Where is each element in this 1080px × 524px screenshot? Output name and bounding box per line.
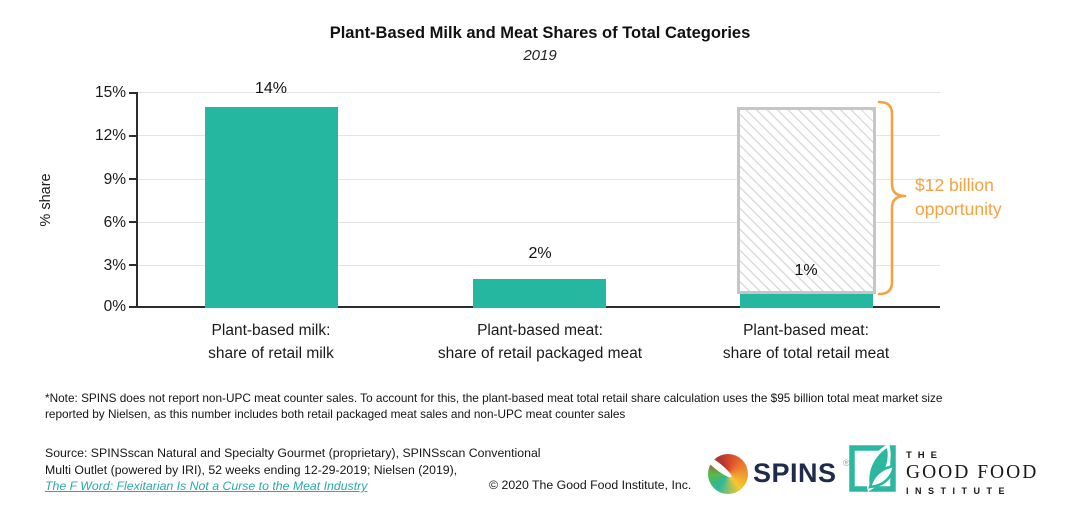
gridline-9 — [138, 179, 940, 180]
y-tick-label: 15% — [94, 84, 126, 101]
y-tick-label: 12% — [94, 127, 126, 144]
x-category-label-total-meat: Plant-based meat: share of total retail … — [641, 320, 971, 365]
bar-value-label: 1% — [794, 262, 818, 279]
spins-logo-text: SPINS — [753, 458, 837, 488]
footnote-line2: reported by Nielsen, as this number incl… — [45, 406, 626, 421]
y-tick-label: 3% — [103, 257, 126, 274]
y-tick-mark — [129, 221, 138, 223]
footnote-line1: *Note: SPINS does not report non-UPC mea… — [45, 391, 943, 405]
category-line: share of retail milk — [208, 344, 334, 362]
gfi-institute: INSTITUTE — [906, 486, 1011, 496]
y-tick-mark — [129, 264, 138, 266]
y-tick-label: 9% — [103, 171, 126, 188]
gridline-12 — [138, 135, 940, 136]
chart-subtitle: 2019 — [523, 47, 557, 64]
gfi-logo-text: THE GOOD FOOD INSTITUTE — [906, 450, 1038, 496]
gfi-good-food: GOOD FOOD — [906, 462, 1039, 483]
spins-globe-icon — [708, 454, 748, 494]
bar-plant-based-milk — [205, 107, 338, 308]
y-tick-label: 0% — [103, 298, 126, 315]
source-link[interactable]: The F Word: Flexitarian Is Not a Curse t… — [45, 479, 368, 493]
y-tick-label: 6% — [103, 214, 126, 231]
source-line1: Source: SPINSscan Natural and Specialty … — [45, 446, 541, 460]
y-tick-mark — [129, 92, 138, 94]
y-tick-mark — [129, 135, 138, 137]
registered-trademark-icon: ® — [843, 458, 850, 468]
opportunity-annotation: $12 billion opportunity — [915, 173, 1002, 221]
y-axis-line — [136, 92, 138, 308]
category-line: Plant-based meat: — [477, 322, 603, 339]
category-line: Plant-based meat: — [743, 322, 869, 339]
footnote: *Note: SPINS does not report non-UPC mea… — [45, 391, 942, 422]
category-line: Plant-based milk: — [211, 322, 331, 339]
opportunity-line1: $12 billion — [915, 175, 994, 195]
bar-value-label: 2% — [528, 245, 552, 262]
copyright-text: © 2020 The Good Food Institute, Inc. — [489, 478, 692, 492]
opportunity-line2: opportunity — [915, 199, 1002, 219]
bar-plant-based-meat-packaged — [473, 279, 606, 308]
gfi-leaf-icon — [849, 445, 896, 492]
gridline-6 — [138, 222, 940, 223]
y-tick-mark — [129, 178, 138, 180]
y-axis-title: % share — [38, 173, 54, 227]
bar-plant-based-meat-total — [740, 293, 873, 308]
opportunity-box — [737, 107, 876, 294]
gridline-3 — [138, 265, 940, 266]
gfi-the: THE — [906, 450, 943, 461]
source-block: Source: SPINSscan Natural and Specialty … — [45, 445, 541, 495]
opportunity-brace — [877, 100, 907, 296]
bar-value-label: 14% — [254, 80, 288, 97]
x-category-label-packaged-meat: Plant-based meat: share of retail packag… — [375, 320, 705, 365]
x-category-label-milk: Plant-based milk: share of retail milk — [106, 320, 436, 365]
category-line: share of total retail meat — [722, 344, 890, 362]
gridline-15 — [138, 92, 940, 93]
category-line: share of retail packaged meat — [437, 344, 643, 362]
chart-title: Plant-Based Milk and Meat Shares of Tota… — [329, 24, 751, 42]
source-line2: Multi Outlet (powered by IRI), 52 weeks … — [45, 462, 458, 477]
